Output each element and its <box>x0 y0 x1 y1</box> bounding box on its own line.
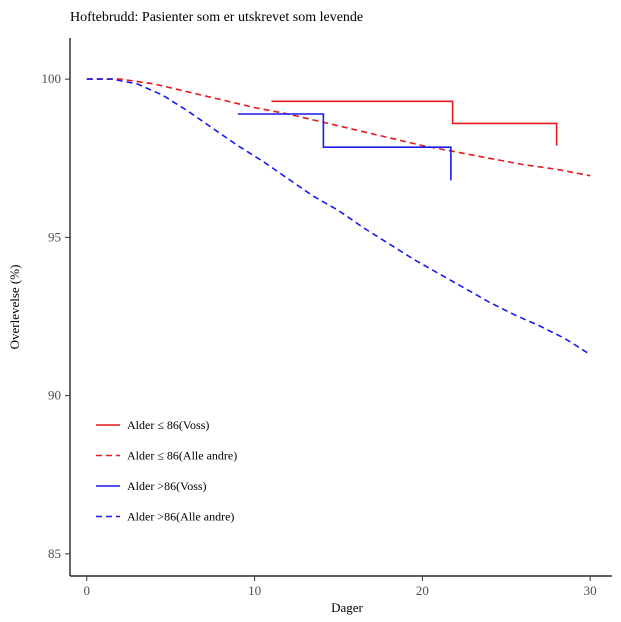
chart-title: Hoftebrudd: Pasienter som er utskrevet s… <box>70 10 363 25</box>
x-tick-label: 0 <box>84 583 91 598</box>
plot-area: 0 10 20 30 85 90 95 100 <box>42 38 612 598</box>
series-line-3 <box>86 78 591 356</box>
axis-ticks: 0 10 20 30 85 90 95 100 <box>42 71 597 598</box>
legend-label-2: Alder >86(Voss) <box>127 479 207 493</box>
y-tick-label: 95 <box>48 229 61 244</box>
y-axis-title: Overlevelse (%) <box>7 265 22 350</box>
legend-label-0: Alder ≤ 86(Voss) <box>127 418 209 432</box>
y-tick-label: 85 <box>48 546 61 561</box>
series-lines <box>86 78 591 356</box>
series-line-2 <box>237 113 452 181</box>
legend-label-3: Alder >86(Alle andre) <box>127 510 234 524</box>
x-tick-label: 30 <box>584 583 597 598</box>
x-tick-label: 20 <box>416 583 429 598</box>
y-tick-label: 100 <box>42 71 62 86</box>
x-tick-label: 10 <box>248 583 261 598</box>
x-axis-title: Dager <box>331 600 363 615</box>
legend: Alder ≤ 86(Voss) Alder ≤ 86(Alle andre) Al… <box>96 418 237 524</box>
series-line-0 <box>271 100 558 146</box>
y-tick-label: 90 <box>48 388 61 403</box>
series-line-1 <box>86 78 591 177</box>
legend-label-1: Alder ≤ 86(Alle andre) <box>127 449 237 463</box>
